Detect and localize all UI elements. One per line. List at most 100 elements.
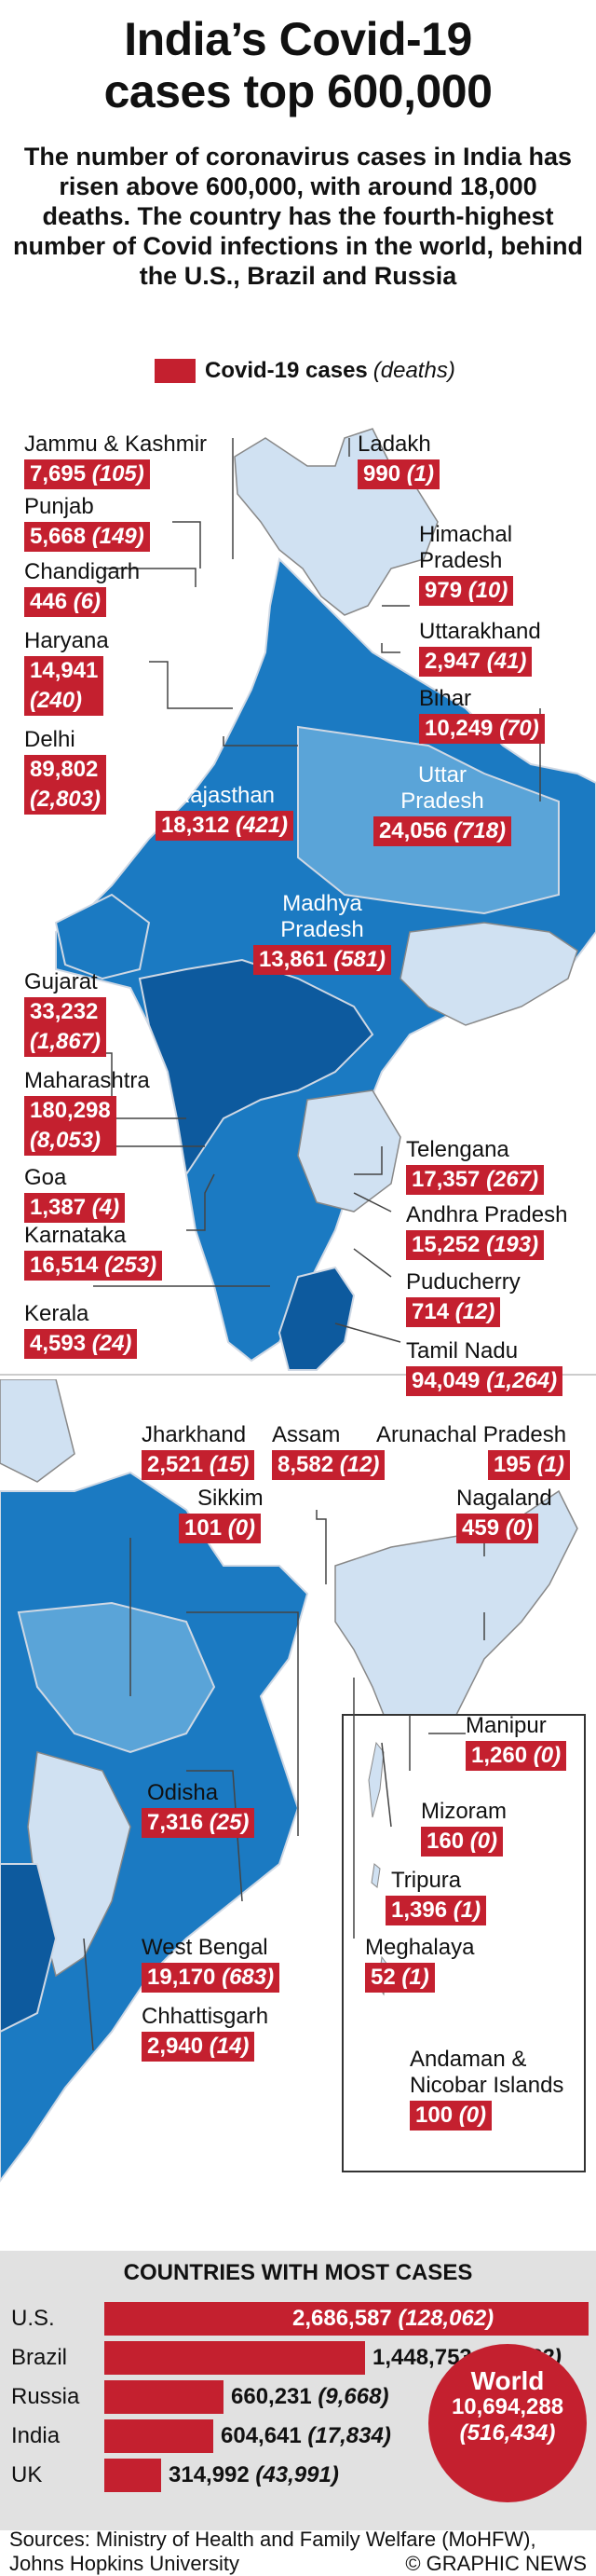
state-label-bihar: Bihar 10,249 (70) xyxy=(419,686,545,744)
case-badge-goa: 1,387 (4) xyxy=(24,1193,126,1223)
country-name: Russia xyxy=(11,2384,80,2409)
state-label-mizoram: Mizoram 160 (0) xyxy=(421,1799,507,1857)
country-bar xyxy=(104,2341,365,2375)
case-badge-mizoram: 160 (0) xyxy=(421,1827,504,1857)
case-badge-karnataka: 16,514 (253) xyxy=(24,1251,163,1281)
country-value: 660,231 (9,668) xyxy=(231,2384,389,2409)
map-region-south-pale xyxy=(297,1089,401,1213)
state-label-goa: Goa 1,387 (4) xyxy=(24,1165,126,1223)
map-region-west-dark xyxy=(0,1863,58,2034)
legend-label: Covid-19 cases xyxy=(205,358,368,383)
andaman-inset-frame xyxy=(342,1714,586,2172)
countries-title: COUNTRIES WITH MOST CASES xyxy=(123,2260,473,2285)
case-badge-himachal: 979 (10) xyxy=(419,576,514,606)
state-label-uttarakhand: Uttarakhand 2,947 (41) xyxy=(419,619,541,677)
leader-tamilnadu xyxy=(334,1322,401,1343)
case-badge-kerala: 4,593 (24) xyxy=(24,1329,138,1359)
country-value: 2,686,587 (128,062) xyxy=(292,2306,494,2331)
state-label-rajasthan: Rajasthan 18,312 (421) xyxy=(136,783,313,841)
map-region-jharkhand xyxy=(17,1601,216,1754)
state-label-odisha: Odisha 7,316 (25) xyxy=(142,1780,255,1838)
footer-sources: Sources: Ministry of Health and Family W… xyxy=(9,2528,536,2575)
leader-uttarakhand xyxy=(381,643,400,653)
case-badge-chhattisgarh: 2,940 (14) xyxy=(142,2032,255,2062)
map-region-chhattisgarh xyxy=(27,1751,131,1978)
state-label-tamilnadu: Tamil Nadu 94,049 (1,264) xyxy=(406,1338,563,1396)
case-badge-tamilnadu: 94,049 (1,264) xyxy=(406,1366,563,1396)
country-value: 604,641 (17,834) xyxy=(221,2423,391,2448)
country-row: UK 314,992 (43,991) xyxy=(11,2457,570,2494)
state-label-up: Uttar Pradesh 24,056 (718) xyxy=(354,762,531,846)
leader-andhra xyxy=(353,1192,392,1213)
case-badge-meghalaya: 52 (1) xyxy=(365,1963,435,1993)
state-label-puducherry: Puducherry 714 (12) xyxy=(406,1269,521,1327)
state-label-mp: Madhya Pradesh 13,861 (581) xyxy=(229,891,415,975)
country-value: 314,992 (43,991) xyxy=(169,2462,339,2487)
country-row: Russia 660,231 (9,668) xyxy=(11,2378,570,2416)
case-badge-nagaland: 459 (0) xyxy=(456,1514,539,1543)
state-label-maharashtra: Maharashtra 180,298 (8,053) xyxy=(24,1068,150,1156)
subtitle: The number of coronavirus cases in India… xyxy=(13,143,583,290)
legend-swatch xyxy=(155,359,196,383)
state-label-andhra: Andhra Pradesh 15,252 (193) xyxy=(406,1202,567,1260)
leader-telengana xyxy=(354,1146,383,1175)
state-label-delhi: Delhi 89,802 (2,803) xyxy=(24,727,107,815)
leader-assam xyxy=(316,1510,327,1584)
case-badge-haryana: 14,941 (240) xyxy=(24,656,104,716)
page-title: India’s Covid-19 cases top 600,000 xyxy=(103,13,493,117)
case-badge-gujarat: 33,232 (1,867) xyxy=(24,997,107,1057)
state-label-nagaland: Nagaland 459 (0) xyxy=(456,1486,552,1543)
case-badge-andhra: 15,252 (193) xyxy=(406,1230,545,1260)
state-label-assam: Assam 8,582 (12) xyxy=(272,1422,386,1480)
case-badge-up: 24,056 (718) xyxy=(372,816,512,846)
case-badge-mp: 13,861 (581) xyxy=(252,945,392,975)
country-row: U.S. 2,686,587 (128,062) xyxy=(11,2300,589,2337)
leader-punjab xyxy=(172,521,201,569)
map-region-ne-pale xyxy=(0,1379,75,1483)
leader-odisha xyxy=(186,1770,243,1902)
world-total-badge: World 10,694,288 (516,434) xyxy=(428,2344,587,2502)
state-label-arunachal: Arunachal Pradesh 195 (1) xyxy=(376,1422,590,1480)
leader-karnataka xyxy=(186,1173,215,1231)
state-label-jk: Jammu & Kashmir 7,695 (105) xyxy=(24,432,207,489)
state-label-himachal: Himachal Pradesh 979 (10) xyxy=(419,522,577,606)
case-badge-odisha: 7,316 (25) xyxy=(142,1808,255,1838)
state-label-kerala: Kerala 4,593 (24) xyxy=(24,1301,138,1359)
ne-leader-lines xyxy=(83,1510,485,2051)
state-label-westbengal: West Bengal 19,170 (683) xyxy=(142,1935,280,1993)
legend: Covid-19 cases (deaths) xyxy=(155,358,455,384)
case-badge-delhi: 89,802 (2,803) xyxy=(24,755,107,815)
state-label-chhattisgarh: Chhattisgarh 2,940 (14) xyxy=(142,2004,268,2062)
country-row: India 604,641 (17,834) xyxy=(11,2418,570,2455)
country-name: U.S. xyxy=(11,2306,55,2331)
case-badge-punjab: 5,668 (149) xyxy=(24,522,150,552)
country-bar xyxy=(104,2380,224,2414)
state-label-punjab: Punjab 5,668 (149) xyxy=(24,494,150,552)
country-name: India xyxy=(11,2423,61,2448)
state-label-chandigarh: Chandigarh 446 (6) xyxy=(24,559,140,617)
state-label-tripura: Tripura 1,396 (1) xyxy=(386,1868,487,1925)
case-badge-ladakh: 990 (1) xyxy=(358,459,440,489)
state-label-ladakh: Ladakh 990 (1) xyxy=(358,432,440,489)
case-badge-puducherry: 714 (12) xyxy=(406,1297,501,1327)
case-badge-chandigarh: 446 (6) xyxy=(24,587,107,617)
leader-haryana xyxy=(149,661,233,709)
state-label-karnataka: Karnataka 16,514 (253) xyxy=(24,1223,163,1281)
state-label-telengana: Telengana 17,357 (267) xyxy=(406,1137,545,1195)
map-region-tamilnadu xyxy=(278,1266,356,1371)
state-label-manipur: Manipur 1,260 (0) xyxy=(466,1713,567,1771)
country-bar xyxy=(104,2302,589,2336)
case-badge-jharkhand: 2,521 (15) xyxy=(142,1450,255,1480)
country-bar xyxy=(104,2459,161,2492)
case-badge-manipur: 1,260 (0) xyxy=(466,1741,567,1771)
legend-sub: (deaths) xyxy=(372,358,455,383)
leader-sikkim xyxy=(186,1611,299,1650)
case-badge-telengana: 17,357 (267) xyxy=(406,1165,545,1195)
leader-puducherry xyxy=(353,1248,392,1278)
case-badge-rajasthan: 18,312 (421) xyxy=(155,811,294,841)
country-name: Brazil xyxy=(11,2345,68,2370)
case-badge-bihar: 10,249 (70) xyxy=(419,714,545,744)
state-label-andaman: Andaman & Nicobar Islands 100 (0) xyxy=(410,2047,577,2131)
case-badge-andaman: 100 (0) xyxy=(410,2101,493,2131)
map-region-gujarat xyxy=(54,893,151,980)
